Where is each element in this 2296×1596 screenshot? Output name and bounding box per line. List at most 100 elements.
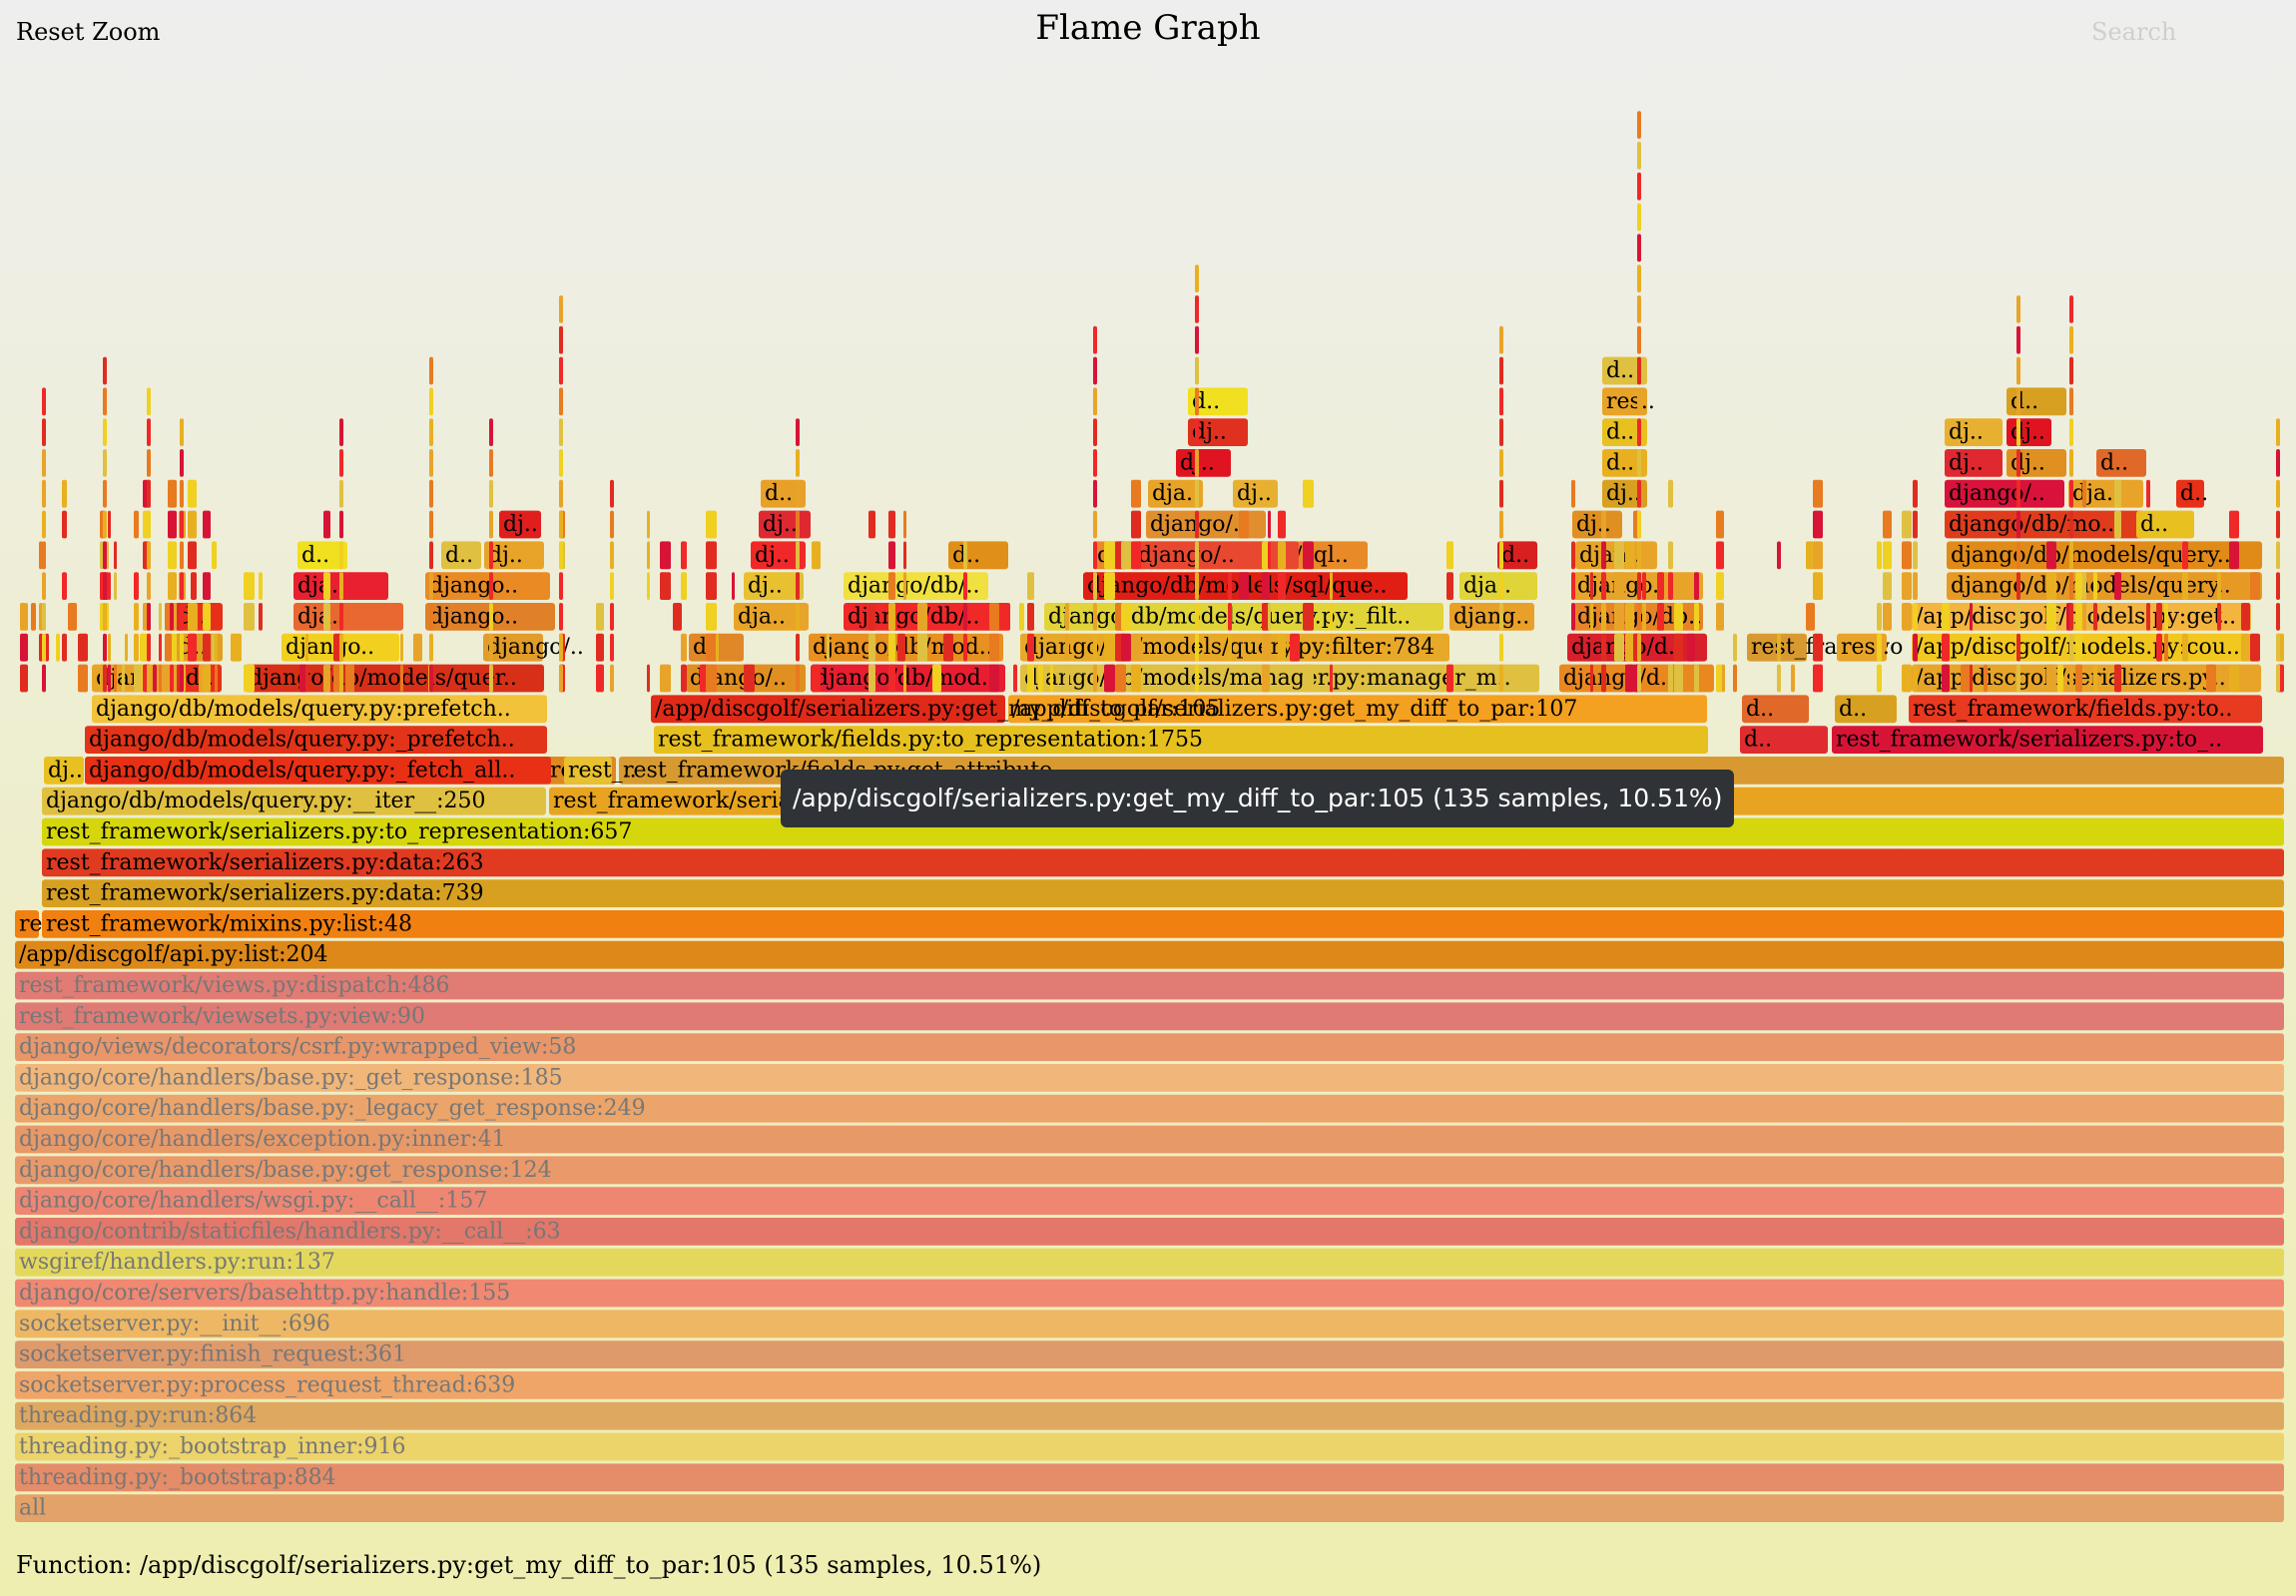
frame-sliver[interactable]	[963, 633, 967, 662]
frame-sliver[interactable]	[1446, 541, 1453, 570]
frame-sliver[interactable]	[796, 603, 800, 631]
frame-sliver[interactable]	[2069, 449, 2073, 477]
frame[interactable]: dja..	[2068, 479, 2143, 508]
frame-sliver[interactable]	[2276, 541, 2280, 570]
frame-sliver[interactable]	[1687, 633, 1695, 662]
frame-sliver[interactable]	[2016, 479, 2020, 508]
frame-sliver[interactable]	[1278, 633, 1286, 662]
frame-sliver[interactable]	[203, 664, 211, 693]
frame-sliver[interactable]	[1195, 572, 1199, 600]
frame-sliver[interactable]	[1970, 603, 1973, 631]
frame-sliver[interactable]	[1590, 603, 1593, 631]
frame-sliver[interactable]	[114, 541, 117, 570]
frame-sliver[interactable]	[2069, 418, 2073, 446]
frame[interactable]: djang..	[1449, 603, 1534, 631]
frame-sliver[interactable]	[42, 572, 46, 600]
frame-sliver[interactable]	[1614, 572, 1624, 600]
frame[interactable]: dj..	[759, 510, 811, 539]
frame-sliver[interactable]	[888, 664, 895, 693]
frame-sliver[interactable]	[1195, 325, 1199, 354]
frame-sliver[interactable]	[199, 664, 204, 693]
frame-sliver[interactable]	[20, 603, 28, 631]
frame-sliver[interactable]	[134, 572, 139, 600]
frame-sliver[interactable]	[647, 510, 650, 539]
frame-sliver[interactable]	[1121, 541, 1131, 570]
frame-sliver[interactable]	[1668, 541, 1673, 570]
frame-sliver[interactable]	[134, 510, 139, 539]
frame-sliver[interactable]	[2082, 603, 2086, 631]
frame-sliver[interactable]	[2093, 603, 2097, 631]
frame-sliver[interactable]	[429, 418, 433, 446]
frame-sliver[interactable]	[231, 633, 242, 662]
frame[interactable]: d..	[2007, 387, 2066, 416]
frame[interactable]: d..	[441, 541, 481, 570]
frame-sliver[interactable]	[1883, 603, 1892, 631]
frame-sliver[interactable]	[1019, 603, 1024, 631]
frame-sliver[interactable]	[796, 541, 800, 570]
frame-sliver[interactable]	[180, 418, 184, 446]
frame-sliver[interactable]	[42, 449, 46, 477]
frame-sliver[interactable]	[489, 572, 493, 600]
frame-sliver[interactable]	[188, 603, 197, 631]
frame-sliver[interactable]	[559, 603, 563, 631]
frame-sliver[interactable]	[1268, 510, 1271, 539]
frame-sliver[interactable]	[868, 603, 875, 631]
frame-sliver[interactable]	[1590, 664, 1593, 693]
frame-sliver[interactable]	[1637, 572, 1641, 600]
frame[interactable]: django/core/handlers/base.py:_legacy_get…	[15, 1094, 2284, 1123]
frame-sliver[interactable]	[42, 541, 46, 570]
frame[interactable]: dj..	[1233, 479, 1278, 508]
frame-sliver[interactable]	[244, 664, 255, 693]
frame-sliver[interactable]	[2016, 510, 2020, 539]
frame-sliver[interactable]	[2276, 633, 2280, 662]
frame-sliver[interactable]	[1913, 603, 1918, 631]
frame-sliver[interactable]	[1877, 633, 1882, 662]
frame-sliver[interactable]	[1330, 572, 1333, 600]
frame-sliver[interactable]	[2276, 510, 2280, 539]
frame-sliver[interactable]	[1499, 664, 1503, 693]
frame-sliver[interactable]	[103, 387, 107, 416]
frame[interactable]: dj..	[1602, 479, 1647, 508]
frame-sliver[interactable]	[1093, 479, 1097, 508]
frame-sliver[interactable]	[1093, 572, 1097, 600]
frame-sliver[interactable]	[559, 541, 563, 570]
frame-sliver[interactable]	[1668, 664, 1673, 693]
frame-sliver[interactable]	[1104, 541, 1115, 570]
frame-sliver[interactable]	[1027, 603, 1034, 631]
frame-sliver[interactable]	[62, 633, 67, 662]
frame-sliver[interactable]	[1195, 664, 1199, 693]
frame-sliver[interactable]	[1913, 541, 1918, 570]
frame-sliver[interactable]	[1813, 510, 1823, 539]
frame-sliver[interactable]	[1228, 603, 1232, 631]
frame-sliver[interactable]	[888, 572, 895, 600]
frame-sliver[interactable]	[2164, 633, 2168, 662]
frame-sliver[interactable]	[159, 633, 162, 662]
frame-sliver[interactable]	[1913, 572, 1918, 600]
frame-sliver[interactable]	[103, 541, 107, 570]
frame[interactable]: rest_..	[564, 757, 637, 785]
frame-sliver[interactable]	[1601, 664, 1606, 693]
frame[interactable]: d..	[1742, 695, 1809, 724]
frame[interactable]: dj..	[1572, 510, 1622, 539]
frame-sliver[interactable]	[1806, 603, 1815, 631]
frame-sliver[interactable]	[180, 449, 184, 477]
frame-sliver[interactable]	[2217, 572, 2221, 600]
frame-sliver[interactable]	[1303, 479, 1314, 508]
frame-sliver[interactable]	[489, 418, 493, 446]
frame-sliver[interactable]	[706, 603, 717, 631]
frame-sliver[interactable]	[1733, 664, 1737, 693]
frame-sliver[interactable]	[153, 664, 157, 693]
frame-sliver[interactable]	[868, 664, 875, 693]
frame-sliver[interactable]	[1499, 603, 1503, 631]
frame-sliver[interactable]	[706, 664, 717, 693]
frame[interactable]: d..	[1188, 387, 1248, 416]
frame[interactable]: django/core/handlers/base.py:get_respons…	[15, 1156, 2284, 1185]
frame-sliver[interactable]	[1262, 664, 1270, 693]
frame[interactable]: d..	[1740, 726, 1828, 754]
frame[interactable]: dj..	[2007, 418, 2051, 446]
frame-sliver[interactable]	[1268, 541, 1271, 570]
frame-sliver[interactable]	[1093, 418, 1097, 446]
frame-sliver[interactable]	[2206, 664, 2216, 693]
frame[interactable]: /app/discgolf/models.py:cou..	[1912, 633, 2256, 662]
frame-sliver[interactable]	[134, 664, 142, 693]
